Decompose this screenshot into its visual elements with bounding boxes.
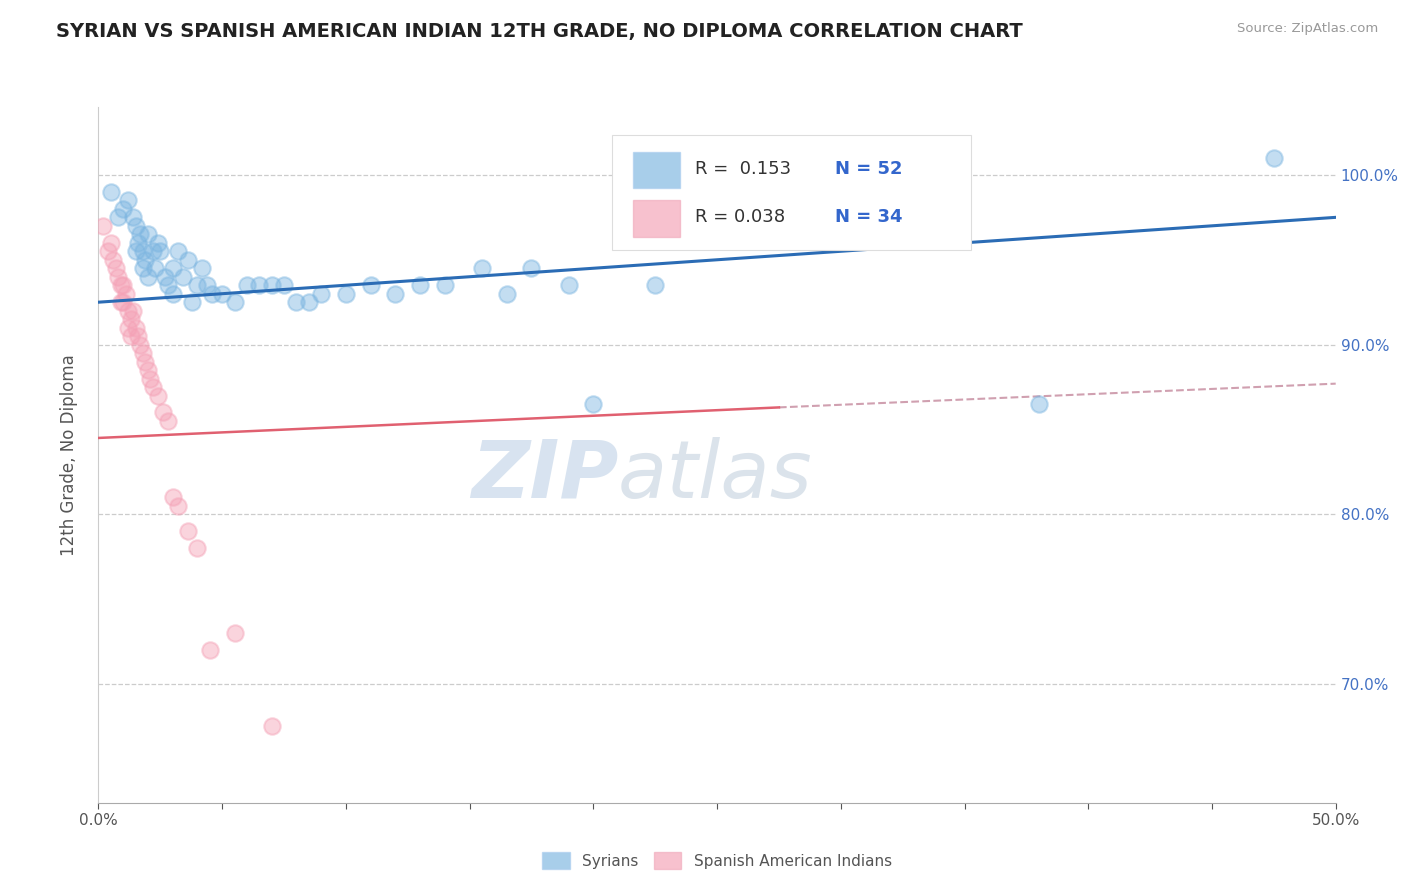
Point bbox=[236, 278, 259, 293]
Text: atlas: atlas bbox=[619, 437, 813, 515]
Point bbox=[129, 337, 152, 351]
Point bbox=[186, 541, 208, 556]
FancyBboxPatch shape bbox=[612, 135, 970, 250]
Point bbox=[260, 278, 283, 293]
Legend: Syrians, Spanish American Indians: Syrians, Spanish American Indians bbox=[536, 847, 898, 875]
Point bbox=[156, 414, 179, 428]
Point bbox=[181, 295, 204, 310]
Point bbox=[129, 227, 152, 242]
Point bbox=[172, 269, 194, 284]
Point bbox=[224, 295, 246, 310]
Point bbox=[103, 252, 125, 267]
Point bbox=[117, 320, 139, 334]
Point bbox=[134, 354, 156, 368]
Point bbox=[114, 286, 136, 301]
Point bbox=[112, 295, 135, 310]
Point bbox=[191, 261, 214, 276]
FancyBboxPatch shape bbox=[633, 152, 681, 188]
Point bbox=[136, 227, 159, 242]
Point bbox=[166, 244, 188, 259]
Point bbox=[495, 286, 517, 301]
Point bbox=[136, 269, 159, 284]
Point bbox=[127, 235, 149, 250]
Point bbox=[162, 491, 184, 505]
Point bbox=[93, 219, 115, 233]
Point bbox=[298, 295, 321, 310]
Point bbox=[143, 261, 166, 276]
Point bbox=[122, 303, 145, 318]
Point bbox=[211, 286, 233, 301]
Point bbox=[162, 261, 184, 276]
Point bbox=[142, 380, 165, 394]
Point bbox=[176, 252, 198, 267]
Point bbox=[471, 261, 494, 276]
Point bbox=[122, 211, 145, 225]
Point bbox=[136, 363, 159, 377]
Point bbox=[112, 202, 135, 216]
Point bbox=[132, 244, 155, 259]
Point bbox=[409, 278, 432, 293]
Point bbox=[110, 278, 132, 293]
FancyBboxPatch shape bbox=[633, 201, 681, 236]
Text: Source: ZipAtlas.com: Source: ZipAtlas.com bbox=[1237, 22, 1378, 36]
Point bbox=[176, 524, 198, 539]
Point bbox=[149, 244, 172, 259]
Point bbox=[273, 278, 295, 293]
Point bbox=[260, 719, 283, 733]
Point bbox=[124, 244, 146, 259]
Point bbox=[146, 388, 169, 402]
Point bbox=[195, 278, 218, 293]
Point bbox=[117, 303, 139, 318]
Point bbox=[139, 371, 162, 385]
Text: R = 0.038: R = 0.038 bbox=[695, 208, 785, 226]
Point bbox=[155, 269, 177, 284]
Point bbox=[127, 329, 149, 343]
Point bbox=[100, 235, 122, 250]
Point bbox=[156, 278, 179, 293]
Point bbox=[152, 405, 174, 419]
Text: R =  0.153: R = 0.153 bbox=[695, 160, 792, 178]
Point bbox=[1028, 397, 1050, 411]
Point bbox=[110, 295, 132, 310]
Point bbox=[120, 329, 142, 343]
Y-axis label: 12th Grade, No Diploma: 12th Grade, No Diploma bbox=[59, 354, 77, 556]
Point bbox=[201, 286, 224, 301]
Point bbox=[104, 261, 127, 276]
Point bbox=[124, 320, 146, 334]
Text: ZIP: ZIP bbox=[471, 437, 619, 515]
Point bbox=[582, 397, 605, 411]
Point bbox=[142, 244, 165, 259]
Point bbox=[134, 252, 156, 267]
Point bbox=[107, 211, 129, 225]
Point bbox=[285, 295, 308, 310]
Point bbox=[132, 346, 155, 360]
Point bbox=[107, 269, 129, 284]
Point bbox=[162, 286, 184, 301]
Point bbox=[644, 278, 666, 293]
Point bbox=[186, 278, 208, 293]
Point bbox=[100, 185, 122, 199]
Point bbox=[335, 286, 357, 301]
Point bbox=[247, 278, 270, 293]
Point bbox=[97, 244, 120, 259]
Point bbox=[117, 194, 139, 208]
Point bbox=[1263, 151, 1285, 165]
Text: N = 52: N = 52 bbox=[835, 160, 903, 178]
Text: SYRIAN VS SPANISH AMERICAN INDIAN 12TH GRADE, NO DIPLOMA CORRELATION CHART: SYRIAN VS SPANISH AMERICAN INDIAN 12TH G… bbox=[56, 22, 1024, 41]
Point bbox=[120, 312, 142, 326]
Text: N = 34: N = 34 bbox=[835, 208, 903, 226]
Point bbox=[224, 626, 246, 640]
Point bbox=[112, 278, 135, 293]
Point bbox=[132, 261, 155, 276]
Point bbox=[520, 261, 543, 276]
Point bbox=[198, 643, 221, 657]
Point bbox=[166, 499, 188, 513]
Point bbox=[557, 278, 579, 293]
Point bbox=[309, 286, 332, 301]
Point bbox=[360, 278, 382, 293]
Point bbox=[124, 219, 146, 233]
Point bbox=[384, 286, 406, 301]
Point bbox=[146, 235, 169, 250]
Point bbox=[433, 278, 456, 293]
